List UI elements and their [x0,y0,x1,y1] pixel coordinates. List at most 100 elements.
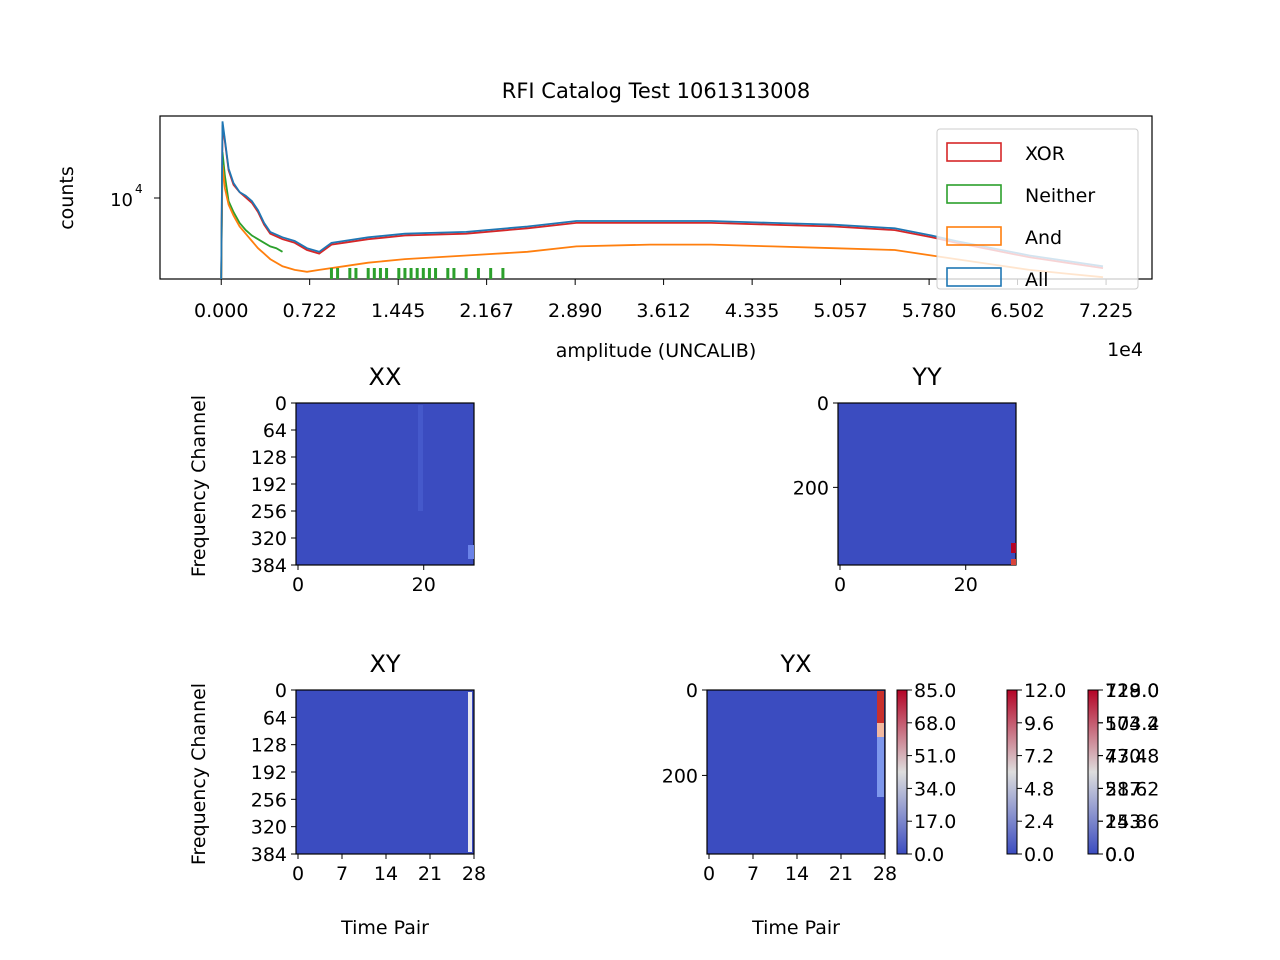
colorbar: 129.0 103.2 77.4 51.6 25.8 0.0 [1087,680,1159,866]
heatmap-image [295,402,475,566]
heatmap-feature-stripe [877,723,884,737]
ytick-exponent: 4 [135,182,143,196]
xtick-label: 5.780 [902,300,956,322]
heatmap-image [837,402,1017,566]
xtick-label: 14 [374,863,398,885]
histogram-series-group [220,121,1104,280]
ytick-label: 64 [263,707,287,729]
ytick-base: 10 [110,190,133,211]
ytick-label: 128 [251,447,287,469]
heatmap-feature-stripe [418,405,423,511]
colorbar: 12.0 9.6 7.2 4.8 2.4 0.0 [1006,680,1066,866]
xtick-label: 28 [462,863,486,885]
colorbar-tick-label: 9.6 [1024,713,1054,735]
xtick-label: 0 [834,574,846,596]
panel-title: YX [779,650,811,678]
colorbar-tick-label: 77.4 [1105,746,1147,768]
series-line-all [220,121,1104,280]
xtick-label: 5.057 [813,300,867,322]
colorbar-strip [1006,689,1018,855]
colorbar: 718.0 574.4 430.8 287.2 143.6 0.0 [1098,680,1159,866]
ytick-label: 384 [251,555,287,577]
colorbar-tick-label: 430.8 [1105,746,1159,768]
colorbar-tick-label: 12.0 [1024,680,1066,702]
heatmap-image [706,689,886,855]
xtick-label: 20 [954,574,978,596]
ytick-label: 320 [251,528,287,550]
heatmap-feature-block [468,545,474,559]
ytick-label: 192 [251,474,287,496]
ytick-label: 0 [817,393,829,415]
ytick-label: 200 [662,765,698,787]
colorbar-tick-label: 68.0 [914,713,956,735]
legend-label: And [1025,227,1062,249]
legend-entry-and: And [946,226,1062,249]
xtick-label: 21 [829,863,853,885]
colorbar-tick-label: 2.4 [1024,811,1054,833]
xtick-label: 3.612 [636,300,690,322]
heatmap-feature-stripe [468,692,472,852]
colorbar-tick-label: 51.6 [1105,778,1147,800]
colorbar: 85.0 68.0 51.0 34.0 17.0 0.0 [896,680,956,866]
legend: XOR Neither And All [936,128,1139,291]
chart-title: RFI Catalog Test 1061313008 [502,79,811,103]
xtick-label: 14 [785,863,809,885]
y-axis-label: counts [56,166,78,230]
ytick-label: 384 [251,844,287,866]
colorbar-tick-label: 4.8 [1024,778,1054,800]
legend-label: XOR [1025,143,1065,165]
colorbar-tick-label: 17.0 [914,811,956,833]
ytick-label: 0 [275,393,287,415]
legend-swatch [946,184,1002,204]
ytick-label: 128 [251,735,287,757]
legend-entry-xor: XOR [946,142,1065,165]
xtick-label: 6.502 [990,300,1044,322]
colorbar-strip [1087,689,1099,855]
colorbar-tick-label: 287.2 [1105,778,1159,800]
xtick-label: 0 [703,863,715,885]
ytick-label: 0 [686,680,698,702]
colorbar-tick-label: 0.0 [914,844,944,866]
colorbar-tick-label: 718.0 [1105,680,1159,702]
panel-title: XX [369,363,402,391]
heatmap-feature-stripe [877,691,884,723]
histogram-panel: 0.000 0.722 1.445 2.167 2.890 3.612 4.335 5.057… [56,115,1153,362]
xtick-label: 20 [412,574,436,596]
xtick-label: 4.335 [725,300,779,322]
legend-label: Neither [1025,185,1095,207]
legend-entry-neither: Neither [946,184,1095,207]
heatmap-panel-yx: YX 0 200 0 7 14 21 28 Time Pair [662,650,897,939]
heatmap-image [295,689,475,855]
colorbar-strip [896,689,908,855]
xtick-label: 7 [747,863,759,885]
colorbar-tick-label: 85.0 [914,680,956,702]
heatmap-feature-block [1011,559,1016,565]
xtick-label: 2.167 [459,300,513,322]
x-axis-label: amplitude (UNCALIB) [556,340,756,362]
x-axis-label: Time Pair [340,917,429,939]
ytick-label: 320 [251,817,287,839]
ytick-label: 256 [251,501,287,523]
xtick-label: 7 [336,863,348,885]
colorbar-group: 85.0 68.0 51.0 34.0 17.0 0.0 12.0 9.6 7.2 4.8 2.4 0… [896,680,1159,866]
xtick-label: 0 [292,863,304,885]
histogram-ytick: 10 4 [110,182,160,211]
heatmap-panel-yy: YY 0 200 0 20 [793,363,1017,596]
colorbar-tick-label: 51.0 [914,746,956,768]
legend-swatch [946,226,1002,246]
histogram-xticks: 0.000 0.722 1.445 2.167 2.890 3.612 4.335 5.057… [194,279,1133,322]
xtick-label: 28 [873,863,897,885]
ytick-label: 0 [275,680,287,702]
xtick-label: 21 [418,863,442,885]
xtick-label: 2.890 [548,300,602,322]
colorbar-tick-label: 0.0 [1105,844,1135,866]
y-axis-label: Frequency Channel [188,395,210,577]
y-axis-label: Frequency Channel [188,683,210,865]
series-line-and [220,164,1104,280]
ytick-label: 200 [793,477,829,499]
xtick-label: 0.000 [194,300,248,322]
